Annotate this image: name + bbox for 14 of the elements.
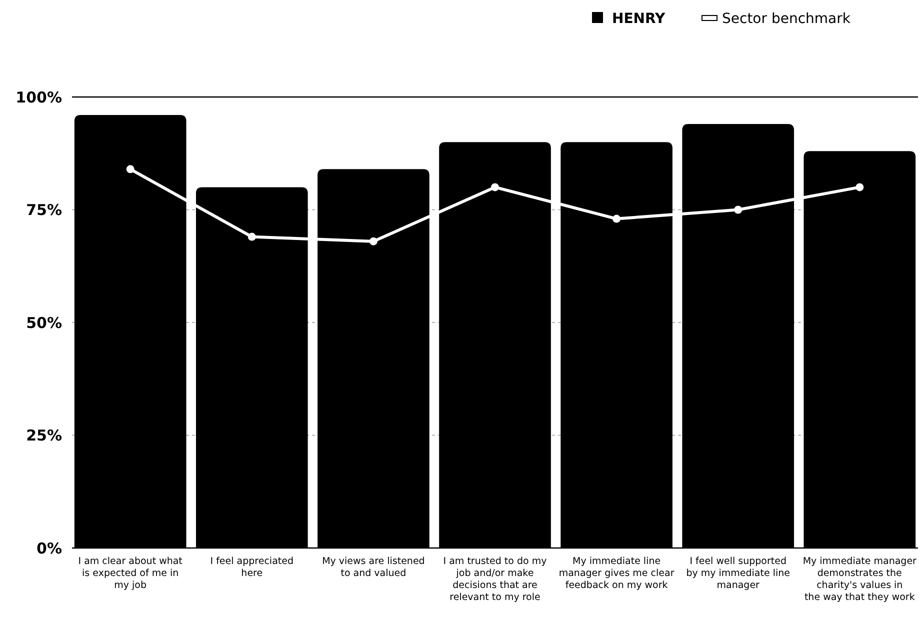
y-tick-label: 75% bbox=[26, 201, 62, 219]
legend-label: Sector benchmark bbox=[722, 10, 852, 27]
x-tick-label: My views are listened to and valued bbox=[322, 556, 425, 579]
y-tick-label: 0% bbox=[36, 539, 62, 558]
x-tick-label: I feel well supported by my immediate line manager bbox=[686, 556, 790, 591]
legend-label: HENRY bbox=[612, 10, 666, 27]
x-tick-label: I feel appreciated here bbox=[210, 556, 294, 579]
y-tick-label: 100% bbox=[16, 88, 62, 106]
x-tick-label: I am clear about what is expected of me in my job bbox=[78, 556, 183, 591]
x-tick-label: I am trusted to do my job and/or make decisions that are relevant to my role bbox=[443, 556, 548, 603]
x-tick-label: My immediate line manager gives me clear feedback on my work bbox=[558, 556, 674, 591]
x-tick-label: My immediate manager demonstrates the charity's values in the way that they work bbox=[802, 556, 917, 603]
y-tick-label: 50% bbox=[26, 314, 62, 332]
y-tick-label: 25% bbox=[26, 426, 62, 444]
